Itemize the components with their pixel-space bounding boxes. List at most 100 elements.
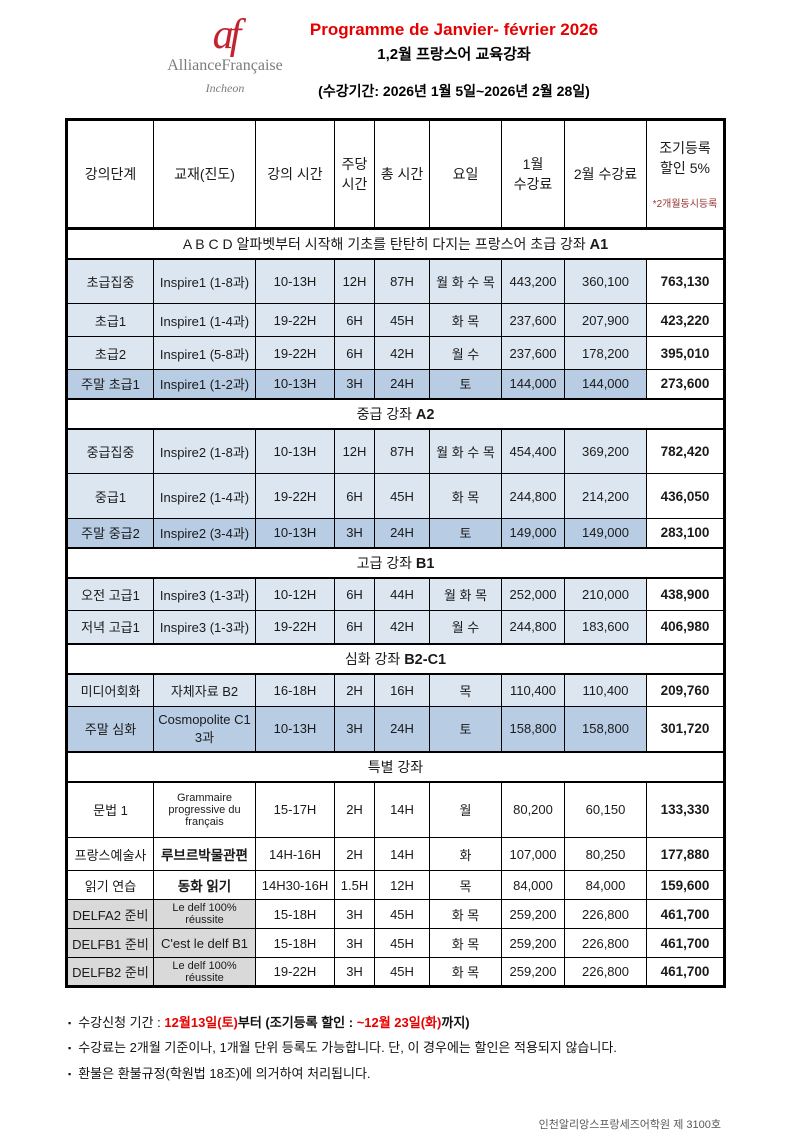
- class-time: 19-22H: [255, 610, 335, 644]
- textbook: C'est le delf B1: [153, 928, 256, 958]
- course-row: 초급1 Inspire1 (1-4과) 19-22H 6H 45H 화 목 237,600 2…: [66, 303, 725, 337]
- textbook: Grammaire progressive du français: [153, 781, 256, 838]
- total-hours: 45H: [374, 957, 430, 987]
- course-level: 읽기 연습: [66, 870, 154, 900]
- early-discount: 763,130: [646, 258, 725, 304]
- class-time: 10-13H: [255, 428, 335, 474]
- days: 토: [429, 706, 502, 752]
- textbook: Le delf 100% réussite: [153, 899, 256, 929]
- days: 목: [429, 870, 502, 900]
- days: 월: [429, 781, 502, 838]
- footer-note: ▪ 환불은 환불규정(학원법 18조)에 의거하여 처리됩니다.: [68, 1061, 723, 1086]
- class-time: 10-13H: [255, 258, 335, 304]
- course-level: 초급2: [66, 336, 154, 370]
- weekly-hours: 6H: [334, 473, 375, 519]
- class-time: 15-18H: [255, 899, 335, 929]
- course-level: 초급1: [66, 303, 154, 337]
- table-header: 강의단계 교재(진도) 강의 시간 주당 시간 총 시간 요일 1월 수강료 2…: [66, 119, 725, 230]
- weekly-hours: 2H: [334, 673, 375, 707]
- total-hours: 14H: [374, 781, 430, 838]
- textbook: Le delf 100% réussite: [153, 957, 256, 987]
- weekly-hours: 3H: [334, 706, 375, 752]
- days: 화 목: [429, 928, 502, 958]
- course-row: 중급1 Inspire2 (1-4과) 19-22H 6H 45H 화 목 244,800 2…: [66, 473, 725, 519]
- jan-fee: 259,200: [501, 899, 565, 929]
- course-row: 저녁 고급1 Inspire3 (1-3과) 19-22H 6H 42H 월 수 244,8…: [66, 610, 725, 644]
- course-level: DELFB1 준비: [66, 928, 154, 958]
- bullet-icon: ▪: [68, 1043, 72, 1054]
- course-row: DELFB2 준비 Le delf 100% réussite 19-22H 3H 45…: [66, 957, 725, 987]
- days: 화 목: [429, 473, 502, 519]
- course-level: DELFA2 준비: [66, 899, 154, 929]
- textbook: Inspire3 (1-3과): [153, 577, 256, 611]
- section-row: 특별 강좌: [66, 750, 725, 783]
- logo-city: Incheon: [205, 81, 245, 95]
- feb-fee: 210,000: [564, 577, 647, 611]
- days: 월 화 수 목: [429, 428, 502, 474]
- textbook: Inspire2 (3-4과): [153, 518, 256, 548]
- early-discount: 461,700: [646, 928, 725, 958]
- jan-fee: 237,600: [501, 336, 565, 370]
- weekly-hours: 6H: [334, 336, 375, 370]
- total-hours: 45H: [374, 473, 430, 519]
- col-header-early-discount: 조기등록 할인 5% *2개월동시등록: [646, 119, 725, 230]
- textbook: 자체자료 B2: [153, 673, 256, 707]
- note-text: 수강료는 2개월 기준이나, 1개월 단위 등록도 가능합니다. 단, 이 경우…: [78, 1040, 617, 1056]
- jan-fee: 244,800: [501, 473, 565, 519]
- jan-fee: 237,600: [501, 303, 565, 337]
- course-level: DELFB2 준비: [66, 957, 154, 987]
- weekly-hours: 2H: [334, 781, 375, 838]
- alliance-francaise-logo: af AllianceFrançaise Incheon: [140, 14, 310, 96]
- feb-fee: 183,600: [564, 610, 647, 644]
- class-time: 10-12H: [255, 577, 335, 611]
- course-row: 읽기 연습 동화 읽기 14H30-16H 1.5H 12H 목 84,000 84,000 1…: [66, 870, 725, 900]
- course-level: 중급1: [66, 473, 154, 519]
- feb-fee: 149,000: [564, 518, 647, 548]
- note-text: 환불은 환불규정(학원법 18조)에 의거하여 처리됩니다.: [78, 1065, 371, 1081]
- course-row: 주말 중급2 Inspire2 (3-4과) 10-13H 3H 24H 토 149,000…: [66, 518, 725, 548]
- academy-registration-number: 인천알리앙스프랑세즈어학원 제 3100호: [538, 1119, 721, 1132]
- note-text: 12월13일(토): [164, 1015, 238, 1030]
- total-hours: 24H: [374, 706, 430, 752]
- document-header: af AllianceFrançaise Incheon Programme d…: [65, 14, 723, 110]
- section-row: 심화 강좌 B2-C1: [66, 642, 725, 675]
- jan-fee: 259,200: [501, 957, 565, 987]
- feb-fee: 360,100: [564, 258, 647, 304]
- course-level: 중급집중: [66, 428, 154, 474]
- textbook: Inspire1 (1-8과): [153, 258, 256, 304]
- course-row: 프랑스예술사 루브르박물관편 14H-16H 2H 14H 화 107,000 80,250 1…: [66, 837, 725, 871]
- early-discount: 283,100: [646, 518, 725, 548]
- bullet-icon: ▪: [68, 1068, 72, 1079]
- course-row: 초급집중 Inspire1 (1-8과) 10-13H 12H 87H 월 화 수 목 44…: [66, 258, 725, 304]
- course-level: 미디어회화: [66, 673, 154, 707]
- feb-fee: 214,200: [564, 473, 647, 519]
- weekly-hours: 3H: [334, 957, 375, 987]
- course-row: 오전 고급1 Inspire3 (1-3과) 10-12H 6H 44H 월 화 목 252…: [66, 577, 725, 611]
- total-hours: 42H: [374, 610, 430, 644]
- feb-fee: 84,000: [564, 870, 647, 900]
- col-header-level: 강의단계: [66, 119, 154, 230]
- total-hours: 44H: [374, 577, 430, 611]
- jan-fee: 443,200: [501, 258, 565, 304]
- weekly-hours: 12H: [334, 428, 375, 474]
- col-header-jan-fee: 1월 수강료: [501, 119, 565, 230]
- feb-fee: 369,200: [564, 428, 647, 474]
- class-time: 14H-16H: [255, 837, 335, 871]
- weekly-hours: 3H: [334, 518, 375, 548]
- note-text: 수강신청 기간 :: [78, 1015, 165, 1030]
- weekly-hours: 3H: [334, 899, 375, 929]
- col-header-days: 요일: [429, 119, 502, 230]
- course-level: 프랑스예술사: [66, 837, 154, 871]
- jan-fee: 84,000: [501, 870, 565, 900]
- textbook: Inspire2 (1-4과): [153, 473, 256, 519]
- logo-name: AllianceFrançaise: [167, 57, 283, 74]
- class-time: 10-13H: [255, 369, 335, 399]
- early-discount: 395,010: [646, 336, 725, 370]
- class-time: 16-18H: [255, 673, 335, 707]
- feb-fee: 207,900: [564, 303, 647, 337]
- weekly-hours: 6H: [334, 303, 375, 337]
- feb-fee: 158,800: [564, 706, 647, 752]
- early-discount: 438,900: [646, 577, 725, 611]
- class-time: 10-13H: [255, 518, 335, 548]
- discount-header-label: 조기등록 할인 5%: [659, 140, 711, 176]
